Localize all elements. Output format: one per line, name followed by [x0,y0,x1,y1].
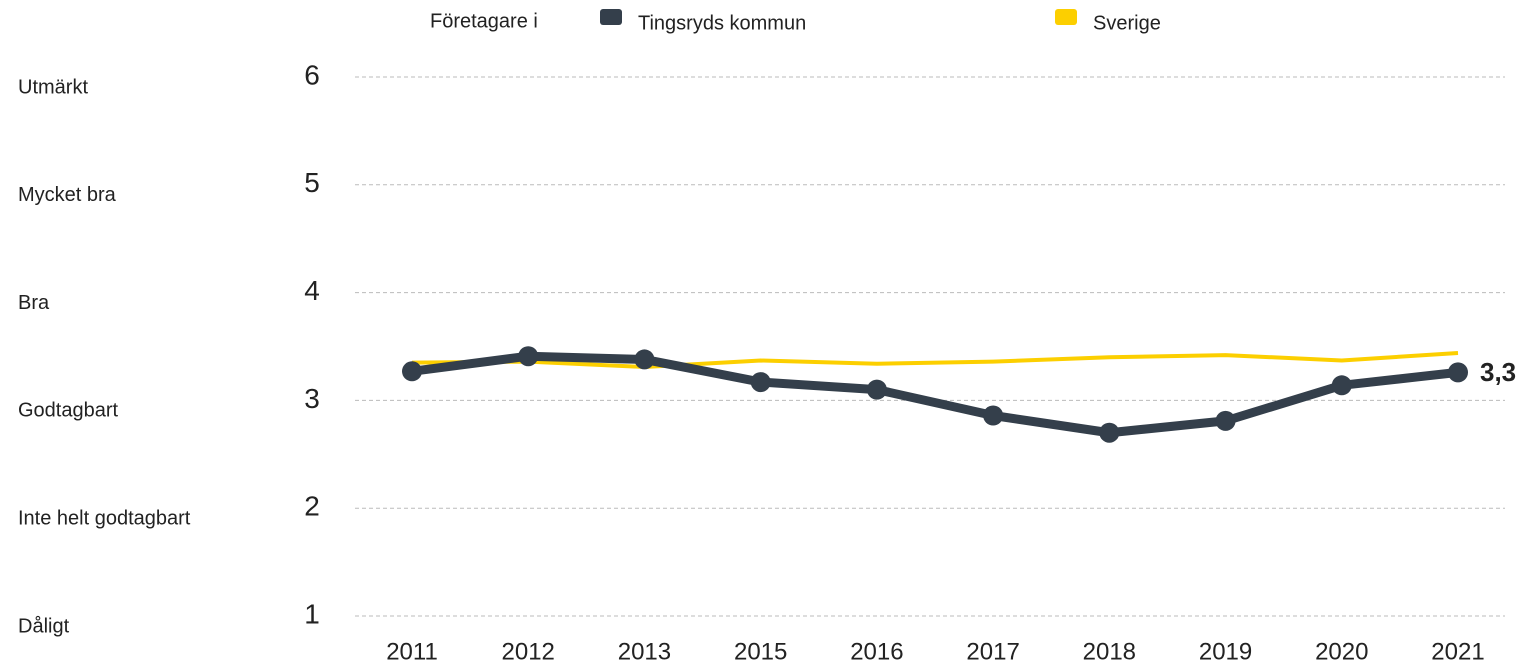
data-point [866,379,887,400]
y-tick-label: 1 [304,598,320,629]
data-point [983,405,1004,426]
x-tick-label: 2020 [1315,638,1368,665]
legend-label: Sverige [1093,12,1161,34]
data-point [402,361,422,382]
level-label: Mycket bra [18,184,117,206]
level-label: Bra [18,292,50,314]
y-tick-label: 6 [304,59,320,90]
x-tick-label: 2018 [1083,638,1136,665]
level-label: Godtagbart [18,400,119,422]
level-label: Dåligt [18,615,70,637]
data-point [750,372,771,393]
x-tick-label: 2016 [850,638,903,665]
data-point [1099,422,1120,443]
y-tick-label: 2 [304,491,320,522]
x-tick-label: 2017 [966,638,1019,665]
y-tick-label: 5 [304,167,320,198]
legend-label: Tingsryds kommun [638,12,806,34]
legend-prefix: Företagare i [430,10,538,32]
x-tick-label: 2019 [1199,638,1252,665]
x-tick-label: 2013 [618,638,671,665]
y-tick-label: 3 [304,383,320,414]
x-tick-label: 2011 [386,638,438,665]
data-label: 3,3 [1480,357,1516,387]
level-label: Utmärkt [18,76,88,98]
y-tick-label: 4 [304,275,320,306]
legend-swatch [600,9,622,25]
data-point [1448,362,1468,383]
series-line [411,350,1459,369]
x-tick-label: 2015 [734,638,787,665]
data-point [634,349,655,370]
series-line [411,351,1459,438]
data-point [1215,410,1236,431]
x-tick-label: 2012 [502,638,555,665]
legend-swatch [1055,9,1077,25]
data-point [1331,375,1352,396]
data-point [518,346,539,367]
x-tick-label: 2021 [1431,638,1484,665]
level-label: Inte helt godtagbart [18,507,191,529]
